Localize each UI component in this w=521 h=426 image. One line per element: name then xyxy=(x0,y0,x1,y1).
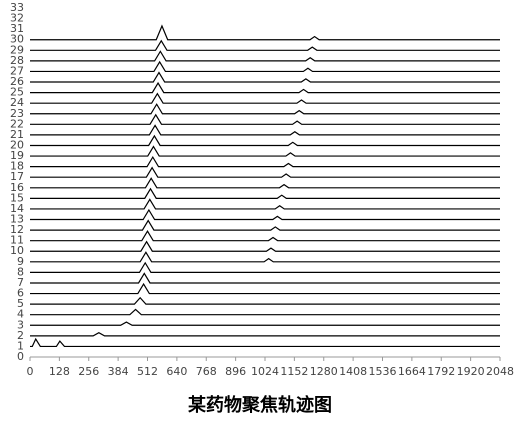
y-tick-label: 23 xyxy=(10,107,24,120)
x-tick-label: 1792 xyxy=(427,365,455,378)
x-tick-label: 1920 xyxy=(457,365,485,378)
trace-line xyxy=(30,155,500,168)
trace-line xyxy=(30,166,500,178)
y-tick-label: 17 xyxy=(10,170,24,183)
trace-line xyxy=(30,103,500,115)
trace-line xyxy=(30,296,500,305)
y-tick-label: 21 xyxy=(10,128,24,141)
y-tick-label: 22 xyxy=(10,117,24,130)
trace-line xyxy=(30,124,500,136)
trace-line xyxy=(30,145,500,157)
trace-line xyxy=(30,113,500,125)
trace-line xyxy=(30,219,500,231)
y-tick-label: 24 xyxy=(10,96,24,109)
y-tick-label: 28 xyxy=(10,54,24,67)
chart-title: 某药物聚焦轨迹图 xyxy=(188,394,332,416)
trace-line xyxy=(30,282,500,295)
trace-line xyxy=(30,81,500,94)
trace-line xyxy=(30,229,500,242)
x-tick-label: 384 xyxy=(108,365,129,378)
trace-line xyxy=(30,187,500,199)
trace-line xyxy=(30,24,500,41)
trace-line xyxy=(30,251,500,263)
y-tick-label: 2 xyxy=(17,329,24,342)
x-tick-label: 1536 xyxy=(369,365,397,378)
y-tick-label: 1 xyxy=(17,339,24,352)
y-tick-label: 32 xyxy=(10,12,24,25)
trace-line xyxy=(30,321,500,326)
y-tick-label: 19 xyxy=(10,149,24,162)
y-tick-label: 6 xyxy=(17,287,24,300)
y-tick-label: 9 xyxy=(17,255,24,268)
trace-line xyxy=(30,308,500,316)
x-tick-label: 2048 xyxy=(486,365,514,378)
y-tick-label: 10 xyxy=(10,244,24,257)
y-tick-label: 27 xyxy=(10,64,24,77)
y-tick-label: 8 xyxy=(17,265,24,278)
trace-line xyxy=(30,337,500,348)
y-tick-label: 4 xyxy=(17,308,24,321)
x-tick-label: 1152 xyxy=(280,365,308,378)
x-tick-label: 128 xyxy=(49,365,70,378)
y-tick-label: 5 xyxy=(17,297,24,310)
y-tick-label: 13 xyxy=(10,213,24,226)
y-tick-label: 16 xyxy=(10,181,24,194)
x-tick-label: 1280 xyxy=(310,365,338,378)
x-tick-label: 1024 xyxy=(251,365,279,378)
y-tick-label: 12 xyxy=(10,223,24,236)
y-tick-label: 18 xyxy=(10,160,24,173)
y-tick-label: 20 xyxy=(10,138,24,151)
x-tick-label: 1664 xyxy=(398,365,426,378)
y-tick-label: 14 xyxy=(10,202,24,215)
y-tick-label: 7 xyxy=(17,276,24,289)
y-tick-label: 30 xyxy=(10,33,24,46)
trace-line xyxy=(30,92,500,104)
trace-line xyxy=(30,71,500,83)
y-tick-label: 26 xyxy=(10,75,24,88)
trace-line xyxy=(30,272,500,284)
trace-line xyxy=(30,60,500,73)
y-tick-label: 15 xyxy=(10,191,24,204)
trace-line xyxy=(30,240,500,252)
trace-line xyxy=(30,208,500,221)
y-tick-label: 31 xyxy=(10,22,24,35)
x-tick-label: 0 xyxy=(27,365,34,378)
y-tick-label: 3 xyxy=(17,318,24,331)
x-tick-label: 896 xyxy=(225,365,246,378)
y-tick-label: 0 xyxy=(17,350,24,363)
trace-line xyxy=(30,134,500,147)
trace-line xyxy=(30,331,500,337)
y-tick-label: 25 xyxy=(10,86,24,99)
trace-line xyxy=(30,177,500,189)
trace-line xyxy=(30,39,500,51)
y-tick-label: 33 xyxy=(10,1,24,14)
trace-line xyxy=(30,198,500,210)
x-tick-label: 512 xyxy=(137,365,158,378)
trace-line xyxy=(30,50,500,62)
trace-line xyxy=(30,261,500,273)
x-tick-label: 768 xyxy=(196,365,217,378)
y-tick-label: 11 xyxy=(10,234,24,247)
x-tick-label: 640 xyxy=(166,365,187,378)
y-tick-label: 29 xyxy=(10,43,24,56)
x-tick-label: 256 xyxy=(78,365,99,378)
x-tick-label: 1408 xyxy=(339,365,367,378)
